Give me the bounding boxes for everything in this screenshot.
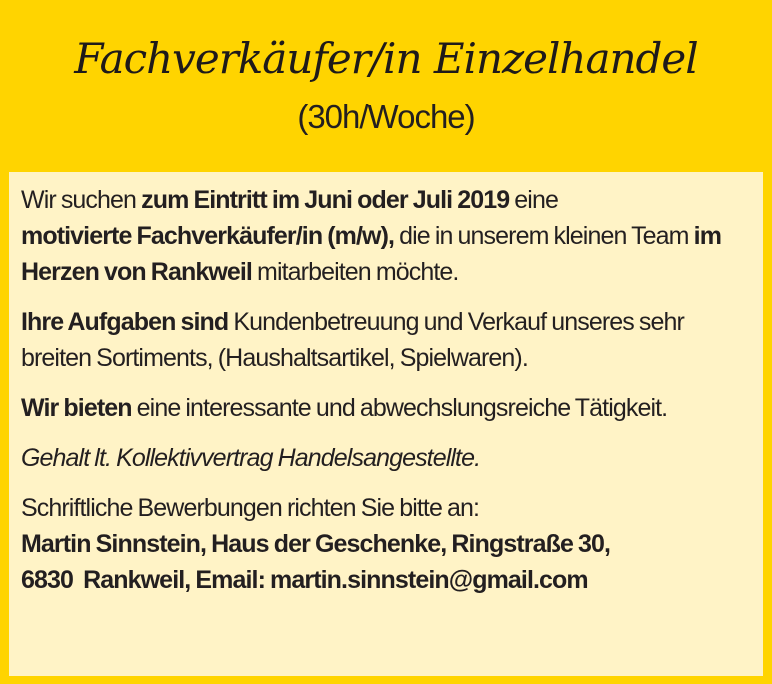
tasks-paragraph: Ihre Aufgaben sind Kundenbetreuung und V… [21,304,751,376]
salary-paragraph: Gehalt lt. Kollektivvertrag Handelsanges… [21,440,751,476]
tasks-heading: Ihre Aufgaben sind [21,308,229,336]
job-hours: (30h/Woche) [297,98,475,135]
intro-paragraph: Wir suchen zum Eintritt im Juni oder Jul… [21,182,751,290]
offer-text: eine interessante und abwechslungsreiche… [131,394,668,422]
offer-heading: Wir bieten [21,394,133,422]
text: die in unserem kleinen Team [394,222,694,250]
text: mitarbeiten möchte. [251,258,459,286]
contact-email: 6830 Rankweil, Email: martin.sinnstein@g… [21,566,589,594]
contact-intro: Schriftliche Bewerbungen richten Sie bit… [21,494,480,522]
location: im Herzen von Rankweil [21,222,722,286]
position: motivierte Fachverkäufer/in (m/w), [21,222,395,250]
start-date: zum Eintritt im Juni oder Juli 2019 [141,186,510,214]
contact-address: Martin Sinnstein, Haus der Geschenke, Ri… [21,530,611,558]
text: Wir suchen [21,186,142,214]
contact-paragraph: Schriftliche Bewerbungen richten Sie bit… [21,490,751,598]
tasks-text: Kundenbetreuung und Verkauf unseres sehr… [21,308,685,372]
job-title: Fachverkäufer/in Einzelhandel [74,34,698,83]
salary-text: Gehalt lt. Kollektivvertrag Handelsanges… [21,444,481,472]
offer-paragraph: Wir bieten eine interessante und abwechs… [21,390,751,426]
text: eine [509,186,559,214]
job-description-box: Wir suchen zum Eintritt im Juni oder Jul… [9,172,763,676]
